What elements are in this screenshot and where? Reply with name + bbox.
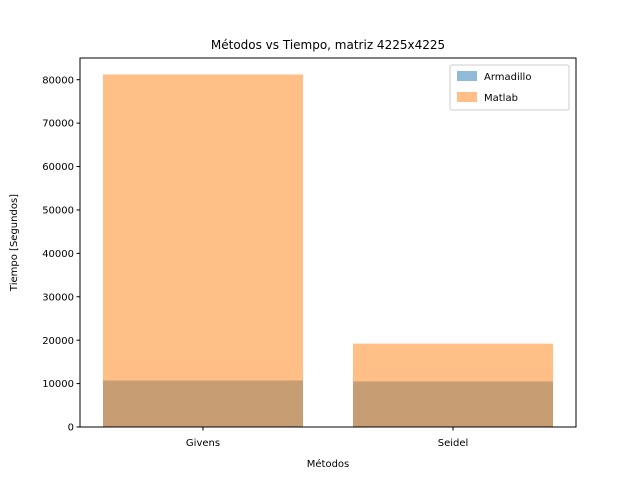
chart-title: Métodos vs Tiempo, matriz 4225x4225 <box>211 38 445 52</box>
y-tick-label: 80000 <box>42 75 74 86</box>
y-axis: 0 10000 20000 30000 40000 50000 60000 70000 8000… <box>42 75 80 434</box>
x-axis: Givens Seidel <box>186 427 468 449</box>
plot-frame <box>79 57 577 428</box>
y-tick-label: 0 <box>68 423 74 434</box>
x-tick-label-givens: Givens <box>186 438 220 449</box>
y-tick-label: 40000 <box>42 249 74 260</box>
y-tick-label: 30000 <box>42 292 74 303</box>
plot-area <box>103 74 553 428</box>
x-tick-label-seidel: Seidel <box>438 438 469 449</box>
y-tick-label: 20000 <box>42 336 74 347</box>
y-tick-label: 60000 <box>42 162 74 173</box>
y-tick-label: 70000 <box>42 119 74 130</box>
y-axis-label: Tiempo [Segundos] <box>9 194 20 292</box>
legend-box <box>449 64 570 111</box>
legend-swatch-armadillo <box>457 71 477 81</box>
legend-label-matlab: Matlab <box>484 93 518 104</box>
legend: Armadillo Matlab <box>449 64 570 111</box>
y-tick-label: 10000 <box>42 379 74 390</box>
x-axis-label: Métodos <box>307 458 350 470</box>
bar-matlab-seidel <box>353 343 553 427</box>
legend-swatch-matlab <box>457 92 477 102</box>
bar-matlab-givens <box>103 74 303 428</box>
y-tick-label: 50000 <box>42 206 74 217</box>
legend-label-armadillo: Armadillo <box>484 72 531 83</box>
